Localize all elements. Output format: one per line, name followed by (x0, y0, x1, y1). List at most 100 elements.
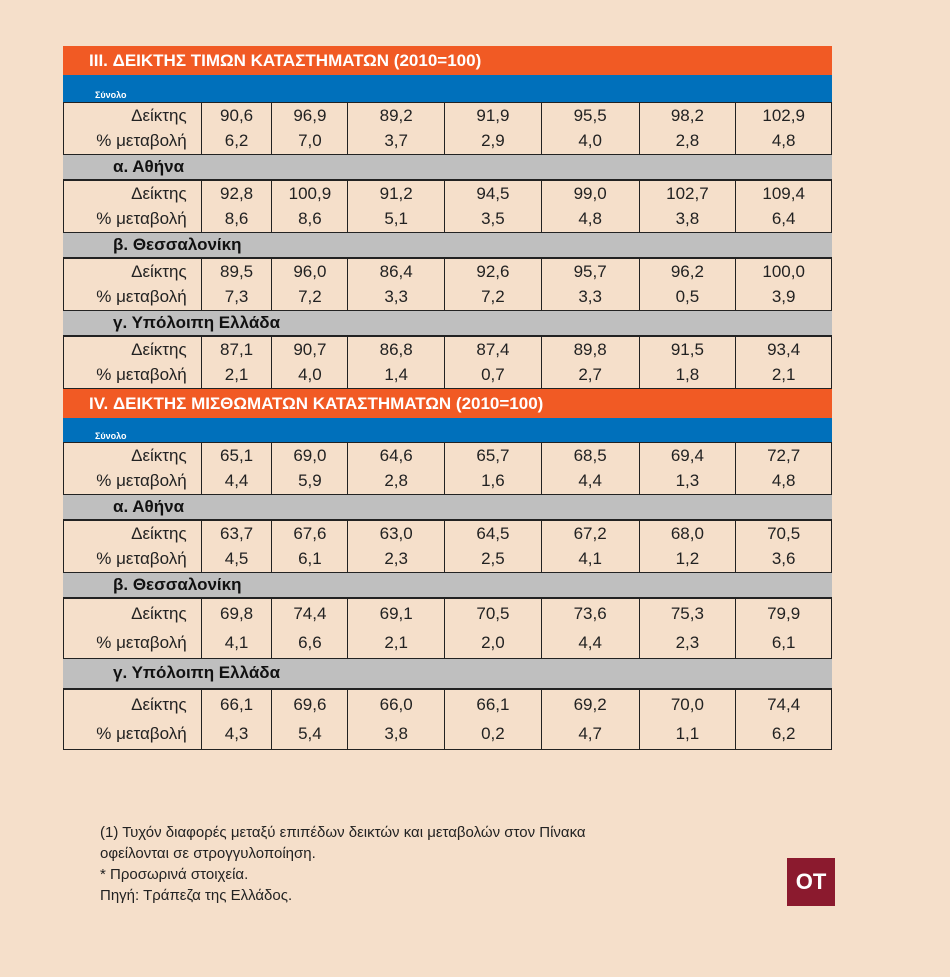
data-column: 92,8 8,6 (200, 181, 272, 232)
change-value: 3,3 (384, 287, 408, 307)
data-column: 89,8 2,7 (540, 337, 639, 388)
change-value: 7,2 (481, 287, 505, 307)
change-value: 3,7 (384, 131, 408, 151)
data-column: 96,0 7,2 (271, 259, 347, 310)
change-value: 1,8 (675, 365, 700, 385)
data-column: 102,9 4,8 (735, 103, 831, 154)
change-value: 6,2 (224, 131, 249, 151)
data-column: 73,6 4,4 (540, 599, 639, 658)
change-value: 2,9 (481, 131, 505, 151)
data-column: 102,7 3,8 (638, 181, 736, 232)
data-column: 91,5 1,8 (638, 337, 736, 388)
data-column: 75,3 2,3 (638, 599, 736, 658)
data-column: 70,5 3,6 (735, 521, 831, 572)
change-value: 4,1 (578, 549, 602, 569)
index-value: 95,7 (573, 261, 607, 281)
index-value: 109,4 (762, 183, 805, 203)
data-column: 89,2 3,7 (347, 103, 444, 154)
group-header: α. Αθήνα (63, 154, 832, 180)
index-value: 67,2 (573, 523, 607, 543)
index-value: 94,5 (476, 183, 510, 203)
change-value: 2,3 (675, 633, 700, 653)
footnote: * Προσωρινά στοιχεία. (100, 866, 249, 883)
change-value: 4,1 (224, 633, 249, 653)
index-value: 66,0 (379, 694, 413, 714)
data-column: 68,5 4,4 (540, 443, 639, 494)
group-header: β. Θεσσαλονίκη (63, 572, 832, 598)
footnote: (1) Τυχόν διαφορές μεταξύ επιπέδων δεικτ… (100, 824, 586, 841)
data-column: 92,6 7,2 (444, 259, 541, 310)
data-column: 72,7 4,8 (735, 443, 831, 494)
index-value: 79,9 (767, 603, 801, 623)
data-column: 67,2 4,1 (540, 521, 639, 572)
change-value: 3,8 (675, 209, 700, 229)
index-value: 68,0 (670, 523, 704, 543)
index-value: 69,2 (573, 694, 607, 714)
row-label-index: Δείκτης (131, 183, 187, 203)
data-column: 89,5 7,3 (200, 259, 272, 310)
data-column: 67,6 6,1 (271, 521, 347, 572)
row-label-change: % μεταβολή (96, 365, 187, 385)
index-value: 99,0 (573, 183, 607, 203)
change-value: 6,2 (771, 724, 796, 744)
index-value: 93,4 (767, 339, 801, 359)
data-column: 86,4 3,3 (347, 259, 444, 310)
change-value: 6,1 (771, 633, 796, 653)
change-value: 5,1 (384, 209, 408, 229)
change-value: 4,3 (224, 724, 249, 744)
data-column: 90,7 4,0 (271, 337, 347, 388)
data-column: 86,8 1,4 (347, 337, 444, 388)
change-value: 0,2 (481, 724, 505, 744)
index-value: 69,6 (293, 694, 327, 714)
data-column: 90,6 6,2 (200, 103, 272, 154)
data-column: 66,1 4,3 (200, 690, 272, 749)
index-value: 100,9 (288, 183, 332, 203)
data-column: 79,9 6,1 (735, 599, 831, 658)
change-value: 3,8 (384, 724, 408, 744)
index-value: 92,8 (220, 183, 254, 203)
data-column: 68,0 1,2 (638, 521, 736, 572)
footnote: Πηγή: Τράπεζα της Ελλάδος. (100, 887, 293, 904)
change-value: 7,2 (298, 287, 322, 307)
change-value: 4,8 (771, 471, 796, 491)
row-label-index: Δείκτης (131, 523, 187, 543)
data-column: 94,5 3,5 (444, 181, 541, 232)
data-column: 66,0 3,8 (347, 690, 444, 749)
index-value: 73,6 (573, 603, 607, 623)
data-column: 74,4 6,2 (735, 690, 831, 749)
change-value: 7,3 (224, 287, 249, 307)
data-column: 63,0 2,3 (347, 521, 444, 572)
data-column: 96,2 0,5 (638, 259, 736, 310)
change-value: 2,8 (384, 471, 408, 491)
index-value: 74,4 (293, 603, 327, 623)
data-column: 95,7 3,3 (540, 259, 639, 310)
data-column: 69,0 5,9 (271, 443, 347, 494)
data-column: 93,4 2,1 (735, 337, 831, 388)
data-column: 70,5 2,0 (444, 599, 541, 658)
index-value: 69,1 (379, 603, 413, 623)
data-column: 95,5 4,0 (540, 103, 639, 154)
change-value: 1,4 (384, 365, 408, 385)
data-column: 87,1 2,1 (200, 337, 272, 388)
index-value: 86,4 (379, 261, 413, 281)
change-value: 0,5 (675, 287, 700, 307)
group-header: γ. Υπόλοιπη Ελλάδα (63, 658, 832, 689)
index-value: 72,7 (767, 445, 801, 465)
row-label-index: Δείκτης (131, 603, 187, 623)
data-block: Δείκτης % μεταβολή 90,6 6,2 96,9 7,0 89,2 3,7 91… (63, 102, 832, 155)
data-column: 69,1 2,1 (347, 599, 444, 658)
data-column: 64,6 2,8 (347, 443, 444, 494)
footnotes: (1) Τυχόν διαφορές μεταξύ επιπέδων δεικτ… (100, 822, 586, 906)
index-value: 64,6 (379, 445, 413, 465)
data-column: 99,0 4,8 (540, 181, 639, 232)
index-value: 96,2 (670, 261, 704, 281)
change-value: 2,8 (675, 131, 700, 151)
change-value: 4,7 (578, 724, 602, 744)
data-column: 64,5 2,5 (444, 521, 541, 572)
change-value: 6,4 (771, 209, 796, 229)
index-value: 90,7 (293, 339, 327, 359)
group-header: β. Θεσσαλονίκη (63, 232, 832, 258)
change-value: 0,7 (481, 365, 505, 385)
index-value: 91,5 (670, 339, 704, 359)
change-value: 7,0 (298, 131, 322, 151)
